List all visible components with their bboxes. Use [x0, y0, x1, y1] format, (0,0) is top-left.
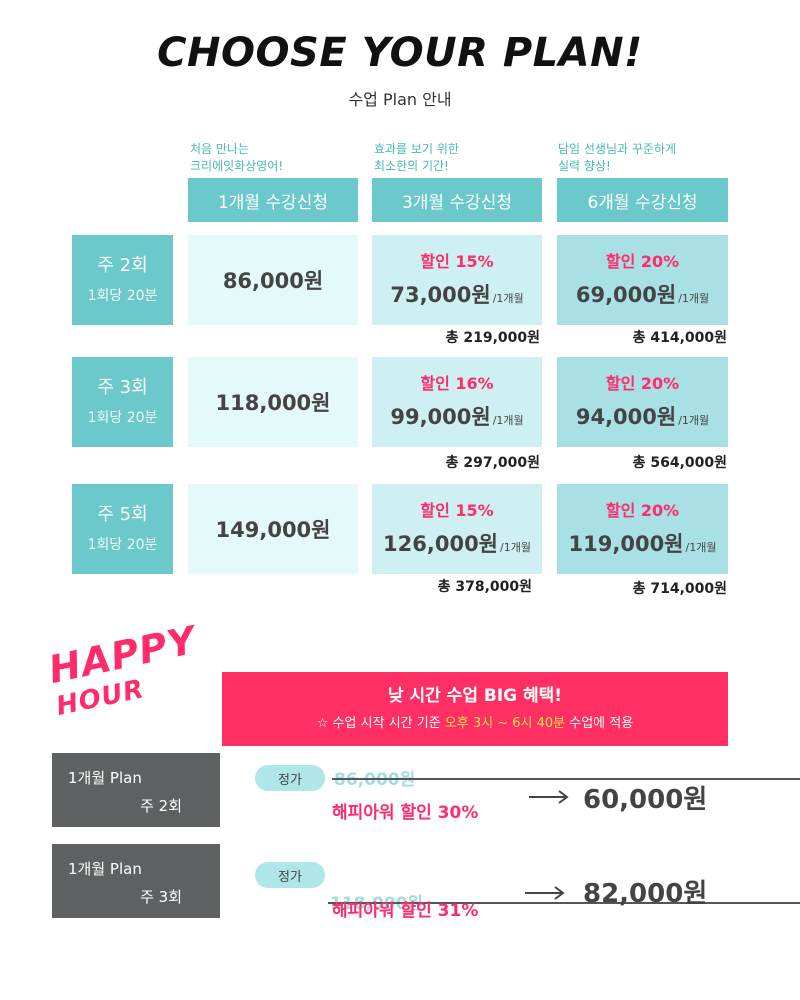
column-desc-line: 크리에잇화상영어! — [190, 159, 284, 173]
total-price-6m: 총 414,000원 — [632, 330, 727, 346]
price-cell-1m[interactable]: 86,000원 — [188, 235, 358, 325]
discount-label: 할인 16% — [420, 374, 494, 393]
row-header-3x: 주 3회 1회당 20분 — [72, 357, 173, 447]
original-price: 118,000원 — [328, 889, 800, 914]
row-session-length: 1회당 20분 — [87, 537, 158, 553]
total-price-3m: 총 219,000원 — [445, 330, 540, 346]
column-desc-line: 담임 선생님과 꾸준하게 — [558, 142, 677, 156]
page-subtitle: 수업 Plan 안내 — [348, 90, 452, 109]
row-frequency: 주 2회 — [97, 255, 148, 276]
page-title: CHOOSE YOUR PLAN! — [157, 30, 643, 76]
discount-label: 할인 15% — [420, 501, 494, 520]
column-desc-3m: 효과를 보기 위한 최소한의 기간! — [374, 141, 459, 175]
discounted-price: 119,000원 — [568, 532, 684, 556]
total-price-6m: 총 714,000원 — [632, 581, 727, 597]
discount-label: 할인 15% — [420, 252, 494, 271]
plan-header-6m[interactable]: 6개월 수강신청 — [557, 178, 728, 222]
monthly-price: 86,000원 — [222, 269, 324, 293]
discounted-price: 99,000원 — [390, 405, 491, 429]
banner-time-highlight: 오후 3시 ~ 6시 40분 — [444, 716, 566, 731]
arrow-right-icon — [529, 790, 569, 804]
column-desc-6m: 담임 선생님과 꾸준하게 실력 향상! — [558, 141, 676, 175]
happy-hour-price: 82,000원 — [583, 879, 708, 909]
row-session-length: 1회당 20분 — [87, 410, 158, 426]
row-session-length: 1회당 20분 — [87, 288, 158, 304]
price-cell-6m[interactable]: 할인 20% 119,000원 /1개월 — [557, 484, 728, 574]
price-cell-3m[interactable]: 할인 16% 99,000원 /1개월 — [372, 357, 542, 447]
column-desc-line: 처음 만나는 — [190, 142, 250, 156]
happy-hour-price: 60,000원 — [583, 785, 708, 815]
per-month-label: /1개월 — [492, 292, 524, 305]
discounted-price: 73,000원 — [390, 283, 491, 307]
price-cell-6m[interactable]: 할인 20% 94,000원 /1개월 — [557, 357, 728, 447]
column-desc-1m: 처음 만나는 크리에잇화상영어! — [190, 141, 283, 175]
row-frequency: 주 5회 — [97, 504, 148, 525]
happy-plan-box[interactable]: 1개월 Plan 주 3회 — [52, 844, 220, 918]
discounted-price: 94,000원 — [575, 405, 677, 429]
happy-hour-logo: HAPPY HOUR — [45, 618, 226, 748]
discounted-price: 69,000원 — [575, 283, 677, 307]
plan-header-3m[interactable]: 3개월 수강신청 — [372, 178, 542, 222]
discount-label: 할인 20% — [605, 252, 680, 271]
row-header-5x: 주 5회 1회당 20분 — [72, 484, 173, 574]
discounted-price: 126,000원 — [383, 532, 498, 556]
happy-hour-banner: 낮 시간 수업 BIG 혜택! ☆ 수업 시작 시간 기준 오후 3시 ~ 6시… — [222, 672, 728, 746]
discount-label: 할인 20% — [605, 501, 680, 520]
banner-subtitle: ☆ 수업 시작 시간 기준 오후 3시 ~ 6시 40분 수업에 적용 — [317, 713, 633, 735]
total-price-3m: 총 297,000원 — [445, 455, 540, 471]
happy-plan-frequency: 주 2회 — [140, 797, 182, 815]
total-price-3m: 총 378,000원 — [437, 579, 532, 595]
per-month-label: /1개월 — [492, 414, 524, 427]
banner-title: 낮 시간 수업 BIG 혜택! — [387, 686, 563, 706]
price-cell-3m[interactable]: 할인 15% 73,000원 /1개월 — [372, 235, 542, 325]
price-cell-3m[interactable]: 할인 15% 126,000원 /1개월 — [372, 484, 542, 574]
banner-subtitle-suffix: 수업에 적용 — [565, 716, 634, 731]
happy-plan-frequency: 주 3회 — [140, 888, 182, 906]
per-month-label: /1개월 — [685, 541, 717, 554]
banner-subtitle-prefix: ☆ 수업 시작 시간 기준 — [316, 716, 445, 731]
happy-plan-label: 1개월 Plan — [68, 769, 142, 787]
price-cell-1m[interactable]: 149,000원 — [188, 484, 358, 574]
plan-header-1m[interactable]: 1개월 수강신청 — [188, 178, 358, 222]
row-header-2x: 주 2회 1회당 20분 — [72, 235, 173, 325]
price-cell-6m[interactable]: 할인 20% 69,000원 /1개월 — [557, 235, 728, 325]
column-desc-line: 실력 향상! — [558, 159, 611, 173]
column-desc-line: 효과를 보기 위한 — [374, 142, 459, 156]
regular-price-pill: 정가 — [255, 862, 325, 888]
discount-label: 할인 20% — [605, 374, 680, 393]
happy-plan-box[interactable]: 1개월 Plan 주 2회 — [52, 753, 220, 827]
monthly-price: 149,000원 — [215, 518, 331, 542]
per-month-label: /1개월 — [678, 414, 710, 427]
happy-hour-discount: 해피아워 할인 31% — [332, 901, 479, 921]
happy-plan-label: 1개월 Plan — [68, 860, 142, 878]
total-price-6m: 총 564,000원 — [632, 455, 727, 471]
per-month-label: /1개월 — [678, 292, 710, 305]
per-month-label: /1개월 — [500, 541, 531, 554]
original-price: 86,000원 — [332, 765, 800, 790]
happy-hour-discount: 해피아워 할인 30% — [332, 803, 479, 823]
monthly-price: 118,000원 — [215, 391, 331, 415]
arrow-right-icon — [525, 886, 565, 900]
column-desc-line: 최소한의 기간! — [374, 159, 449, 173]
regular-price-pill: 정가 — [255, 765, 325, 791]
row-frequency: 주 3회 — [97, 377, 148, 398]
price-cell-1m[interactable]: 118,000원 — [188, 357, 358, 447]
